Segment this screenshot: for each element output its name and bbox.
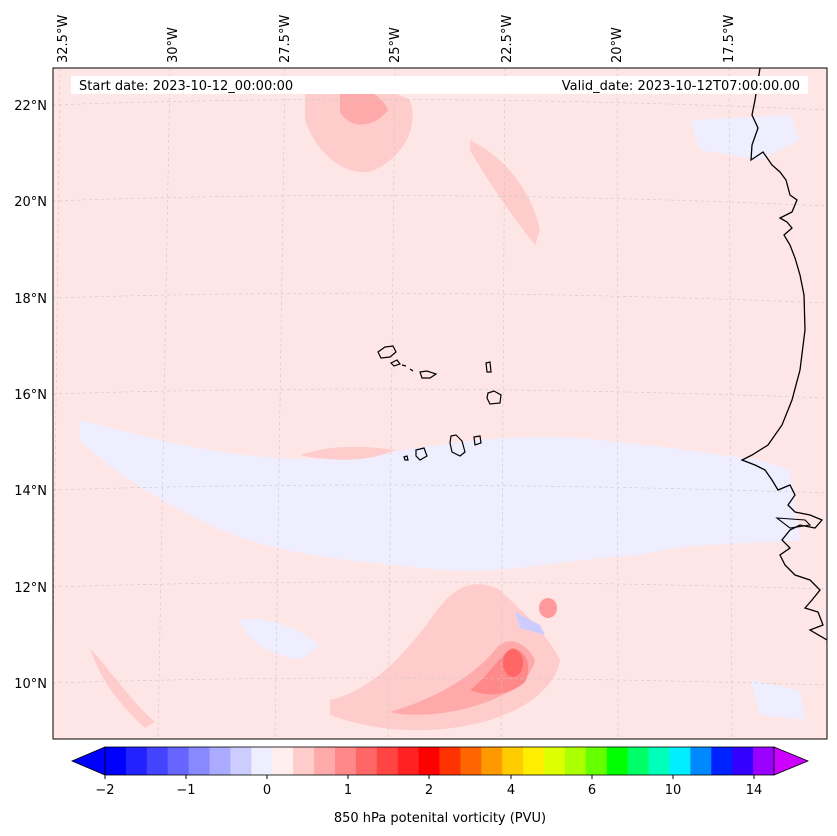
lon-label: 32.5°W [56,15,71,63]
colorbar-cell [690,747,712,775]
latitude-labels: 22°N 20°N 18°N 16°N 14°N 12°N 10°N [14,99,47,692]
colorbar-cell [188,747,210,775]
colorbar-tick-label: −1 [176,783,195,798]
colorbar-under-arrow [70,746,106,776]
african-coastline [740,68,827,641]
colorbar-cell [439,747,461,775]
colorbar-cell [272,747,294,775]
lon-label: 22.5°W [500,15,515,63]
negative-pv-patch [240,619,320,660]
colorbar-frame [104,746,775,776]
colorbar-cell [523,747,545,775]
positive-pv-patch [340,88,388,125]
lon-label: 20°W [610,27,625,63]
positive-pv-patch [300,446,395,460]
lat-label: 20°N [14,195,47,210]
colorbar-tick-label: −2 [95,783,114,798]
positive-pv-patch [90,648,155,728]
positive-pv-patch [539,598,557,618]
colorbar-cell [502,747,524,775]
negative-pv-patch [750,680,805,720]
lon-label: 25°W [388,27,403,63]
colorbar-cell [167,747,190,775]
header-box [71,76,808,94]
map-frame [52,67,828,740]
colorbar-tick-label: 1 [344,783,352,798]
colorbar-cell [105,747,127,775]
gridlines [53,68,827,739]
map-area [53,68,827,739]
colorbar-cell [334,747,357,775]
colorbar-cell [648,747,670,775]
lon-label: 30°W [166,27,181,63]
longitude-labels: 32.5°W 30°W 27.5°W 25°W 22.5°W 20°W 17.5… [56,15,737,63]
negative-pv-patch [690,115,800,160]
lat-label: 10°N [14,677,47,692]
lat-label: 16°N [14,388,47,403]
colorbar-cell [585,747,608,775]
colorbar-cell [669,747,691,775]
colorbar-cell [606,747,629,775]
start-date-label: Start date: 2023-10-12_00:00:00 [79,79,293,94]
colorbar-tick-label: 2 [425,783,433,798]
colorbar-cell [711,747,733,775]
colorbar-tick-label: 14 [746,783,763,798]
colorbar-tick-labels: −2 −1 0 1 2 4 6 10 14 [95,783,762,798]
negative-pv-patch [515,612,545,635]
valid-date-label: Valid_date: 2023-10-12T07:00:00.00 [562,79,800,94]
colorbar-ticks [104,775,755,779]
colorbar-tick-label: 10 [665,783,682,798]
colorbar: −2 −1 0 1 2 4 6 10 14 850 hPa potenital … [70,746,810,826]
positive-pv-system-core [390,641,535,715]
positive-pv-maximum [503,649,523,677]
colorbar-cells [105,747,775,775]
colorbar-cell [293,747,315,775]
lat-label: 22°N [14,99,47,114]
colorbar-cell [418,747,440,775]
colorbar-cell [481,747,503,775]
colorbar-tick-label: 0 [263,783,271,798]
colorbar-cell [460,747,482,775]
colorbar-cell [251,747,273,775]
lat-label: 12°N [14,581,47,596]
colorbar-cell [397,747,419,775]
colorbar-cell [376,747,399,775]
colorbar-cell [230,747,252,775]
colorbar-cell [314,747,336,775]
colorbar-cell [146,747,169,775]
lat-label: 18°N [14,292,47,307]
lat-label: 14°N [14,484,47,499]
colorbar-title: 850 hPa potenital vorticity (PVU) [334,811,546,826]
colorbar-cell [627,747,649,775]
lon-label: 17.5°W [722,15,737,63]
colorbar-tick-label: 6 [588,783,596,798]
colorbar-tick-label: 4 [507,783,515,798]
cape-verde-islands [377,345,502,461]
colorbar-cell [753,747,775,775]
colorbar-cell [544,747,566,775]
colorbar-cell [355,747,378,775]
lon-label: 27.5°W [278,15,293,63]
positive-pv-patch [470,140,540,245]
negative-pv-band [80,420,800,572]
colorbar-cell [564,747,587,775]
colorbar-cell [209,747,231,775]
colorbar-cell [732,747,754,775]
colorbar-cell [125,747,148,775]
colorbar-over-arrow [773,746,810,776]
coastline-detail [775,517,812,529]
